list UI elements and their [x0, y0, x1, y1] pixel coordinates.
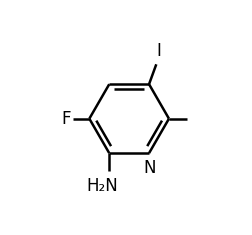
Text: H₂N: H₂N: [86, 177, 118, 195]
Text: I: I: [156, 42, 162, 60]
Text: F: F: [62, 110, 71, 128]
Text: N: N: [144, 160, 156, 177]
